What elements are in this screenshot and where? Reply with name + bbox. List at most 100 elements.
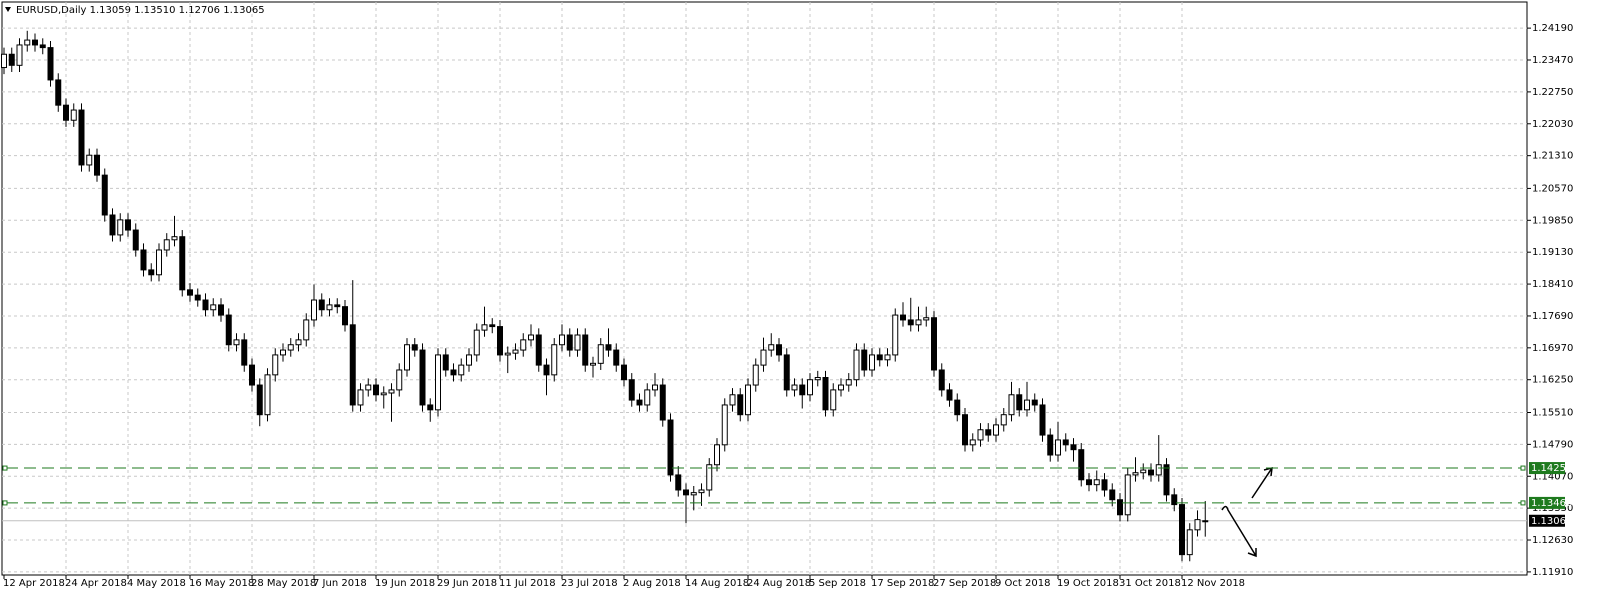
candle-body — [869, 354, 875, 371]
candle-body — [458, 364, 465, 376]
candle-body — [148, 269, 155, 276]
y-tick-label: 1.23470 — [1532, 55, 1573, 66]
y-tick-label: 1.21310 — [1532, 151, 1573, 162]
candle-body — [1202, 520, 1209, 523]
candle-body — [156, 249, 162, 276]
price-label: 1.13065 — [1531, 516, 1572, 527]
candle-body — [652, 384, 658, 391]
candle-body — [1155, 464, 1162, 476]
candle-body — [737, 394, 744, 416]
candle-body — [597, 344, 604, 364]
candle-body — [807, 379, 813, 396]
y-tick-label: 1.14070 — [1532, 471, 1573, 482]
candle-body — [101, 174, 108, 216]
candle-body — [791, 384, 798, 391]
candle-body — [938, 369, 945, 391]
candle-body — [1, 53, 7, 69]
candle-body — [303, 319, 310, 341]
y-tick-label: 1.19130 — [1532, 247, 1573, 258]
candle-body — [613, 349, 620, 366]
candle-body — [559, 334, 565, 346]
candle-body — [94, 154, 100, 176]
candle-body — [388, 389, 395, 394]
candle-body — [605, 344, 612, 351]
candle-body — [171, 236, 178, 241]
candle-body — [489, 324, 496, 328]
candle-body — [1117, 499, 1123, 516]
candle-body — [822, 377, 829, 411]
menu-icon[interactable] — [5, 7, 11, 12]
candle-body — [1179, 504, 1185, 556]
candle-body — [760, 349, 767, 366]
level-handle — [1520, 465, 1526, 471]
candle-body — [1101, 479, 1108, 491]
candle-body — [318, 299, 325, 311]
candle-body — [721, 404, 728, 446]
x-tick-label: 4 May 2018 — [127, 578, 186, 589]
x-tick-label: 12 Nov 2018 — [1181, 578, 1245, 589]
candle-body — [287, 344, 294, 351]
candle-body — [962, 414, 968, 446]
candle-body — [342, 306, 348, 326]
candle-body — [419, 349, 426, 406]
x-tick-label: 16 May 2018 — [189, 578, 254, 589]
candle-body — [830, 389, 837, 411]
candle-body — [644, 389, 651, 406]
candle-body — [326, 304, 333, 311]
candle-body — [132, 229, 139, 251]
candle-body — [814, 377, 821, 381]
x-tick-label: 9 Oct 2018 — [995, 578, 1050, 589]
candle-body — [993, 424, 999, 436]
candle-body — [349, 324, 356, 406]
up-arrow — [1251, 467, 1273, 499]
candle-body — [543, 364, 550, 376]
candle-body — [683, 489, 689, 496]
candle-body — [272, 354, 279, 376]
candle-body — [70, 109, 77, 121]
candle-body — [566, 334, 573, 351]
candle-body — [264, 374, 271, 416]
candle-body — [187, 289, 193, 296]
level-label: 1.14255 — [1531, 463, 1572, 474]
candle-body — [1024, 399, 1030, 411]
candle-body — [125, 219, 131, 231]
candle-body — [528, 334, 534, 341]
candle-body — [1186, 529, 1193, 556]
candle-body — [954, 399, 961, 416]
y-tick-label: 1.11910 — [1532, 567, 1573, 578]
candle-body — [1078, 449, 1085, 481]
candle-body — [752, 364, 759, 386]
candle-body — [466, 354, 472, 366]
level-handle — [2, 465, 8, 471]
x-tick-label: 23 Jul 2018 — [561, 578, 618, 589]
candle-body — [55, 79, 62, 106]
y-tick-label: 1.18410 — [1532, 279, 1573, 290]
x-tick-label: 24 Aug 2018 — [747, 578, 811, 589]
candle-body — [1055, 439, 1061, 456]
candle-body — [698, 489, 705, 494]
y-tick-label: 1.16970 — [1532, 343, 1573, 354]
candle-body — [706, 464, 713, 491]
candle-body — [969, 439, 976, 446]
candle-body — [729, 394, 736, 406]
candle-body — [202, 299, 209, 311]
candle-body — [1008, 394, 1015, 416]
candle-body — [900, 314, 906, 321]
candle-body — [357, 389, 364, 406]
candle-body — [783, 354, 790, 391]
candle-body — [295, 339, 302, 346]
candle-body — [334, 304, 341, 308]
level-label-box — [1529, 462, 1565, 475]
candle-body — [520, 339, 527, 351]
candle-body — [1031, 399, 1038, 406]
x-tick-label: 2 Aug 2018 — [623, 578, 681, 589]
y-tick-label: 1.12630 — [1532, 535, 1573, 546]
candle-body — [977, 429, 984, 441]
y-tick-label: 1.22030 — [1532, 119, 1573, 130]
candle-body — [63, 104, 69, 121]
candle-body — [714, 444, 720, 466]
candle-body — [1093, 479, 1100, 486]
candle-body — [535, 334, 542, 366]
